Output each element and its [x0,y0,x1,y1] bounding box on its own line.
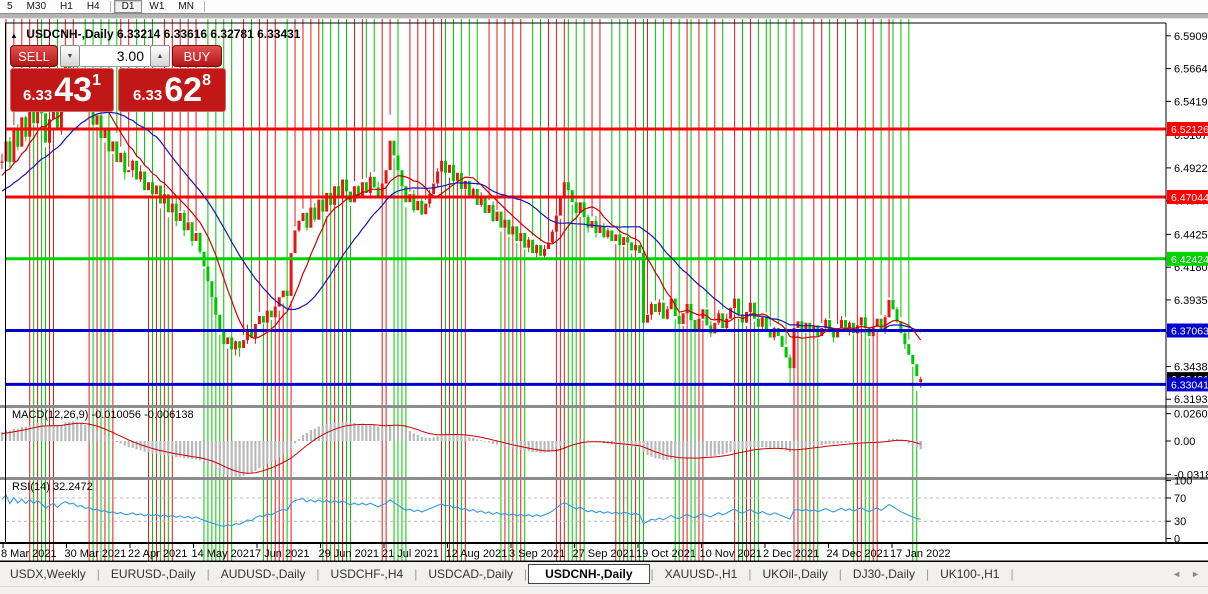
tab-divider: | [925,567,930,581]
svg-text:6.56640: 6.56640 [1174,64,1208,76]
toolbar-separator [109,1,111,12]
tab-eurusd-daily[interactable]: EURUSD-,Daily [110,567,196,581]
svg-text:6.39350: 6.39350 [1174,295,1208,307]
tab-divider: | [838,567,842,581]
svg-text:10 Nov 2021: 10 Nov 2021 [700,548,762,560]
tab-divider: | [96,567,100,581]
svg-text:-0.03187: -0.03187 [1174,469,1208,481]
svg-text:6.52126: 6.52126 [1171,124,1208,136]
tab-divider: | [1010,567,1014,581]
chart-ohlc-values: 6.33214 6.33616 6.32781 6.33431 [116,27,301,41]
tab-divider: | [316,567,320,581]
svg-text:0: 0 [1174,534,1180,546]
volume-increase-button[interactable]: ▲ [150,45,170,67]
sell-price-button[interactable]: 6.33 43 1 [10,68,114,112]
svg-text:6.44250: 6.44250 [1174,229,1208,241]
chart-canvas[interactable]: 0.02607 0.00 -0.03187 MACD(12,26,9) -0.0100… [0,19,1208,562]
chart-tab-bar: USDX,Weekly | EURUSD-,Daily | AUDUSD-,Daily |… [0,562,1208,586]
sell-price-prefix: 6.33 [23,87,53,104]
svg-text:RSI(14) 32.2472: RSI(14) 32.2472 [12,481,93,493]
timeframe-button-m30[interactable]: M30 [26,1,47,12]
sell-price-sup: 1 [92,72,101,89]
tab-divider: | [650,567,654,581]
svg-text:6.59090: 6.59090 [1174,31,1208,43]
timeframe-button-h1[interactable]: H1 [60,1,73,12]
svg-text:21 Jul 2021: 21 Jul 2021 [382,548,439,560]
timeframe-button-5[interactable]: 5 [7,1,13,12]
tab-dj30-daily[interactable]: DJ30-,Daily [852,567,915,581]
volume-input[interactable] [80,45,150,67]
chart-symbol-label: USDCNH-,Daily [26,27,114,41]
svg-text:6.54190: 6.54190 [1174,96,1208,108]
tab-scroll-right-icon[interactable]: ► [1191,569,1200,579]
timeframe-button-w1[interactable]: W1 [149,1,165,12]
svg-text:14 May 2021: 14 May 2021 [192,548,256,560]
tab-divider: | [524,567,528,581]
buy-button[interactable]: BUY [172,45,222,67]
timeframe-button-h4[interactable]: H4 [86,1,100,12]
tab-uk100-h1[interactable]: UK100-,H1 [940,567,1000,581]
svg-text:6.47044: 6.47044 [1171,192,1208,204]
svg-text:29 Jun 2021: 29 Jun 2021 [319,548,380,560]
svg-text:100: 100 [1174,476,1192,488]
svg-text:6.49220: 6.49220 [1174,163,1208,175]
buy-price-button[interactable]: 6.33 62 8 [118,68,226,112]
svg-text:6.42424: 6.42424 [1171,254,1208,266]
volume-decrease-button[interactable]: ▼ [60,45,80,67]
tab-usdcad-daily[interactable]: USDCAD-,Daily [428,567,514,581]
chart-collapse-icon[interactable]: ▲ [10,31,18,40]
svg-text:12 Aug 2021: 12 Aug 2021 [446,548,508,560]
tab-scroll-left-icon[interactable]: ◄ [1172,569,1182,579]
svg-text:2 Dec 2021: 2 Dec 2021 [763,548,819,560]
status-strip [0,586,1208,594]
chart-title: ▲ USDCNH-,Daily 6.33214 6.33616 6.32781 … [10,27,300,41]
one-click-trade-panel: SELL ▼ ▲ BUY 6.33 43 1 6.33 62 8 [10,45,227,112]
svg-text:6.34380: 6.34380 [1174,361,1208,373]
tab-divider: | [206,567,210,581]
tab-xauusd-h1[interactable]: XAUUSD-,H1 [664,567,738,581]
svg-text:8 Mar 2021: 8 Mar 2021 [1,548,57,560]
tab-divider: | [748,567,752,581]
sell-button[interactable]: SELL [10,45,58,67]
buy-price-prefix: 6.33 [133,87,163,104]
svg-text:30: 30 [1174,516,1186,528]
tab-usdx-weekly[interactable]: USDX,Weekly [10,567,86,581]
svg-text:24 Dec 2021: 24 Dec 2021 [827,548,889,560]
svg-text:7 Jun 2021: 7 Jun 2021 [255,548,309,560]
timeframe-button-d1[interactable]: D1 [113,0,143,13]
buy-price-sup: 8 [202,72,211,89]
tab-divider: | [414,567,418,581]
tab-ukoil-daily[interactable]: UKOil-,Daily [762,567,828,581]
timeframe-button-mn[interactable]: MN [178,1,194,12]
svg-text:70: 70 [1174,493,1186,505]
buy-price-big: 62 [164,71,203,109]
svg-text:19 Oct 2021: 19 Oct 2021 [636,548,696,560]
svg-text:6.33041: 6.33041 [1171,379,1208,391]
svg-text:27 Sep 2021: 27 Sep 2021 [573,548,635,560]
svg-text:MACD(12,26,9) -0.010056 -0.006: MACD(12,26,9) -0.010056 -0.006138 [12,409,194,421]
svg-text:22 Apr 2021: 22 Apr 2021 [128,548,187,560]
tab-audusd-daily[interactable]: AUDUSD-,Daily [220,567,306,581]
tab-usdcnh-daily[interactable]: USDCNH-,Daily [528,564,650,584]
toolbar-separator [0,13,1208,19]
svg-text:0.02607: 0.02607 [1174,409,1208,421]
svg-text:3 Sep 2021: 3 Sep 2021 [509,548,565,560]
svg-text:0.00: 0.00 [1174,436,1195,448]
svg-text:6.31930: 6.31930 [1174,394,1208,406]
svg-text:30 Mar 2021: 30 Mar 2021 [65,548,127,560]
sell-price-big: 43 [54,71,93,109]
timeframe-toolbar: 5 M30 H1 H4 D1 W1 MN [0,0,1208,13]
tab-usdchf-h4[interactable]: USDCHF-,H4 [330,567,404,581]
toolbar-separator [203,1,205,12]
svg-text:6.37063: 6.37063 [1171,326,1208,338]
svg-text:17 Jan 2022: 17 Jan 2022 [890,548,951,560]
